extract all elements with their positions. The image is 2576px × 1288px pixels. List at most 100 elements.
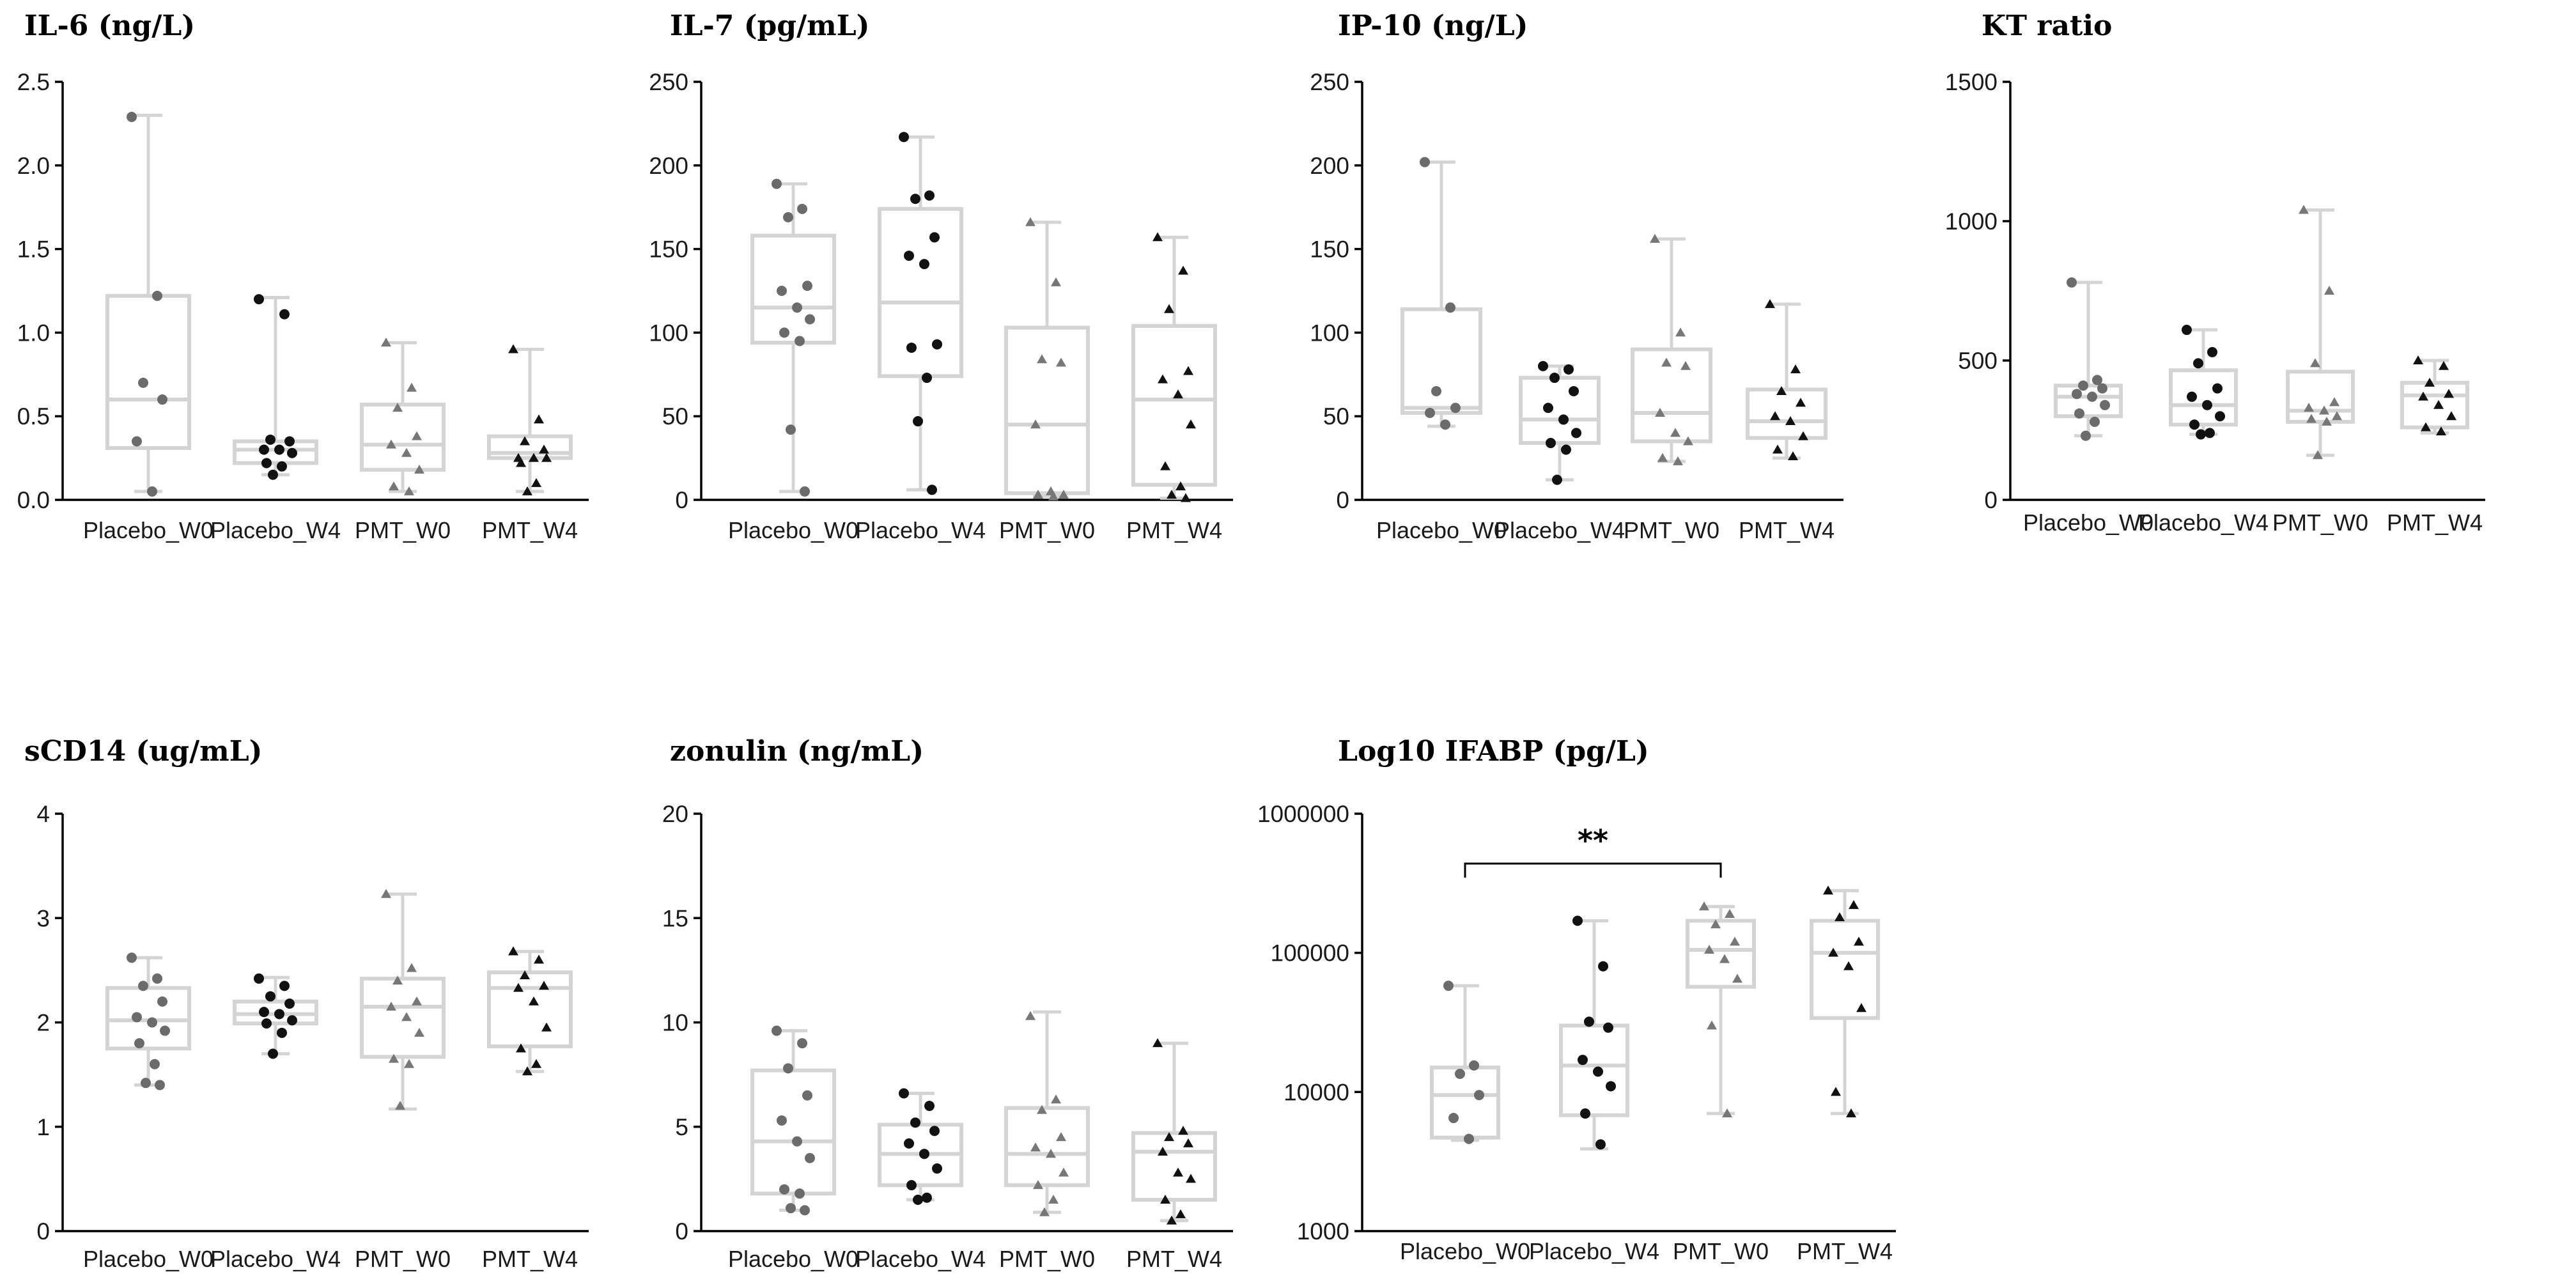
data-point-circle (927, 485, 937, 495)
box-placebo-w4 (2169, 325, 2238, 440)
data-point-circle (800, 1205, 810, 1216)
y-tick-label: 1000000 (1257, 801, 1349, 827)
box-placebo-w0 (750, 178, 836, 497)
x-category-label: Placebo_W0 (1376, 517, 1507, 543)
y-tick-label: 3 (36, 905, 50, 931)
data-point-triangle (1856, 1003, 1866, 1013)
data-point-triangle (1160, 461, 1170, 470)
data-point-circle (127, 111, 137, 122)
data-point-circle (261, 1018, 272, 1029)
panel-il-7-pg-ml: IL-7 (pg/mL) 0 50 100 150 200 250 Placebo_W0Pla… (649, 10, 1233, 543)
data-point-triangle (2332, 411, 2342, 421)
box-placebo-w4 (878, 132, 963, 495)
data-point-triangle (1680, 361, 1691, 370)
data-point-triangle (381, 338, 391, 347)
data-point-triangle (1037, 1105, 1047, 1114)
data-point-triangle (404, 1059, 414, 1068)
data-point-triangle (2319, 405, 2329, 415)
data-point-circle (127, 952, 137, 963)
data-point-triangle (1056, 1132, 1066, 1142)
data-point-triangle (1175, 481, 1186, 491)
y-tick-label: 0 (1336, 487, 1349, 513)
data-point-triangle (1046, 1149, 1056, 1158)
data-point-circle (899, 132, 909, 143)
y-tick-label: 5 (675, 1114, 688, 1140)
y-tick-label: 250 (649, 69, 688, 95)
box-pmt-w0 (1004, 217, 1090, 500)
data-point-circle (2182, 325, 2192, 336)
data-point-circle (1606, 1081, 1616, 1092)
data-point-circle (2100, 400, 2110, 410)
data-point-triangle (1730, 936, 1740, 946)
data-point-circle (1474, 1090, 1484, 1101)
box-iqr (2054, 384, 2123, 419)
data-point-circle (1580, 1108, 1590, 1119)
data-point-circle (274, 1009, 284, 1020)
data-point-circle (2215, 411, 2225, 422)
data-point-triangle (1707, 1020, 1717, 1030)
data-point-circle (1440, 419, 1450, 430)
data-point-triangle (1173, 1167, 1183, 1177)
data-point-circle (1538, 361, 1548, 371)
data-point-circle (924, 1101, 935, 1112)
data-point-circle (919, 259, 929, 270)
panel-title: IL-6 (ng/L) (24, 10, 195, 42)
data-point-circle (1464, 1133, 1474, 1144)
data-point-circle (1455, 1068, 1465, 1079)
data-point-triangle (1178, 1126, 1188, 1135)
box-iqr (1430, 1066, 1500, 1140)
data-point-triangle (1051, 1094, 1061, 1104)
data-point-circle (772, 1025, 782, 1036)
box-iqr (1810, 919, 1880, 1020)
data-point-circle (929, 1126, 940, 1137)
box-iqr (1746, 387, 1827, 440)
data-point-triangle (1158, 374, 1168, 384)
data-point-triangle (1152, 1038, 1163, 1048)
data-point-circle (1595, 1139, 1606, 1150)
box-iqr (1004, 325, 1090, 495)
data-point-circle (1569, 385, 1579, 396)
box-iqr (105, 293, 191, 450)
x-category-label: PMT_W4 (1797, 1238, 1893, 1264)
x-category-label: Placebo_W0 (1400, 1238, 1530, 1264)
data-point-circle (138, 981, 148, 991)
data-point-triangle (508, 344, 518, 353)
x-category-label: Placebo_W4 (855, 1246, 986, 1272)
data-point-triangle (1650, 233, 1660, 243)
data-point-circle (284, 998, 295, 1009)
data-point-circle (287, 1015, 297, 1026)
x-category-label: PMT_W0 (999, 517, 1095, 543)
y-tick-label: 1500 (1945, 69, 1998, 95)
data-point-triangle (539, 981, 549, 990)
data-point-circle (802, 1090, 812, 1101)
data-point-triangle (1030, 1142, 1041, 1152)
data-point-triangle (2304, 403, 2314, 412)
data-point-triangle (2444, 389, 2454, 398)
data-point-triangle (2310, 358, 2320, 368)
y-tick-label: 100 (1310, 320, 1349, 346)
y-tick-label: 100000 (1271, 940, 1349, 966)
data-point-circle (786, 424, 796, 435)
box-pmt-w0 (2286, 205, 2355, 460)
panel-title: IL-7 (pg/mL) (670, 10, 869, 42)
box-iqr (2169, 368, 2238, 427)
data-point-triangle (404, 486, 414, 495)
data-point-triangle (531, 1059, 541, 1068)
data-point-triangle (1164, 304, 1174, 313)
data-point-circle (786, 1203, 796, 1214)
box-placebo-w4 (1559, 915, 1629, 1151)
box-pmt-w0 (360, 338, 446, 495)
data-point-triangle (1039, 1207, 1050, 1216)
data-point-circle (2081, 430, 2091, 441)
x-category-label: PMT_W4 (1126, 517, 1222, 543)
y-tick-label: 2.5 (17, 69, 50, 95)
data-point-triangle (381, 888, 391, 898)
data-point-circle (2207, 346, 2217, 357)
data-point-triangle (1725, 908, 1735, 918)
data-point-triangle (1828, 947, 1838, 957)
data-point-triangle (1178, 265, 1188, 275)
data-point-circle (779, 327, 789, 338)
box-placebo-w4 (878, 1088, 963, 1206)
data-point-triangle (414, 464, 424, 474)
